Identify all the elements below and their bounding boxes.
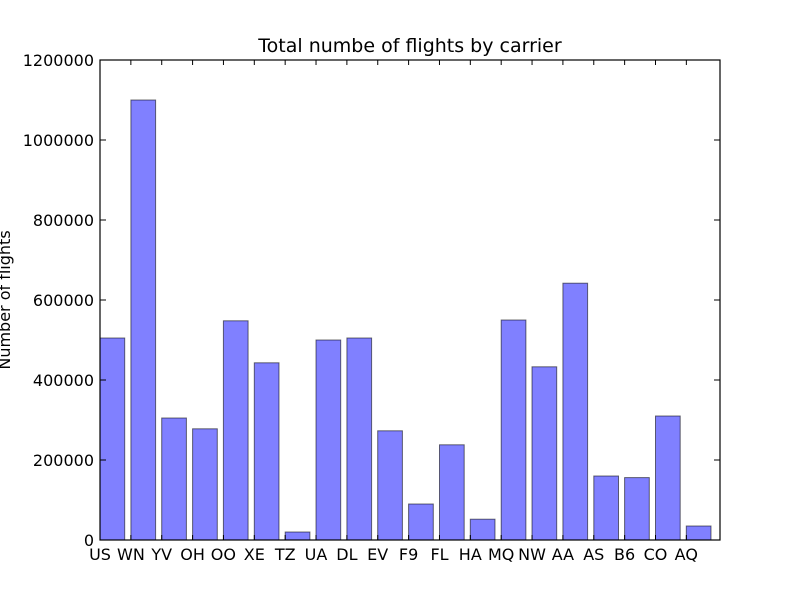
y-tick-label: 200000 <box>33 451 94 470</box>
bar-CO <box>655 415 681 541</box>
bar-OO <box>222 320 249 541</box>
plot-frame <box>99 59 721 541</box>
y-tick-label: 800000 <box>33 211 94 230</box>
x-tick-label: MQ <box>488 545 514 564</box>
bar-OH <box>192 428 218 541</box>
bar-FL <box>439 444 465 541</box>
x-tick-label: OO <box>211 545 236 564</box>
y-tick-label: 1200000 <box>23 51 94 70</box>
x-tick-label: AQ <box>675 545 698 564</box>
y-tick-label: 600000 <box>33 291 94 310</box>
bar-NW <box>531 366 558 541</box>
y-tick-label: 1000000 <box>23 131 94 150</box>
y-tick-label: 0 <box>84 531 94 550</box>
x-tick-label: HA <box>459 545 482 564</box>
y-tick-label: 400000 <box>33 371 94 390</box>
bar-UA <box>315 339 342 541</box>
x-tick-label: AA <box>552 545 574 564</box>
x-tick-label: EV <box>367 545 388 564</box>
x-tick-label: XE <box>244 545 265 564</box>
bar-XE <box>253 362 280 541</box>
bar-US <box>99 337 126 541</box>
y-axis-ticks: 0 200000 400000 600000 800000 1000000 1200000 <box>23 51 720 550</box>
x-tick-label: FL <box>430 545 448 564</box>
x-tick-label: US <box>89 545 111 564</box>
x-tick-label: DL <box>336 545 357 564</box>
x-tick-label: CO <box>644 545 668 564</box>
bar-MQ <box>500 319 527 541</box>
x-tick-label: OH <box>180 545 205 564</box>
x-tick-label: F9 <box>399 545 418 564</box>
bar-AA <box>562 282 589 541</box>
x-tick-label: YV <box>150 545 172 564</box>
x-axis-ticks: US WN YV OH OO XE TZ UA DL EV F9 FL HA MQ NW AA AS B6 CO AQ <box>89 60 698 564</box>
bar-EV <box>377 430 403 541</box>
x-tick-label: NW <box>518 545 546 564</box>
bar-AQ <box>685 525 712 541</box>
x-tick-label: TZ <box>274 545 296 564</box>
x-tick-label: WN <box>117 545 145 564</box>
chart-title: Total numbe of flights by carrier <box>257 35 562 57</box>
bar-DL <box>346 337 373 541</box>
bar-HA <box>469 518 496 541</box>
y-axis-label: Number of flights <box>0 230 14 369</box>
x-tick-label: AS <box>583 545 604 564</box>
bar-WN <box>130 99 157 541</box>
bars <box>99 99 712 541</box>
bar-AS <box>593 475 619 541</box>
bar-TZ <box>284 531 311 541</box>
x-tick-label: UA <box>305 545 328 564</box>
bar-YV <box>161 417 187 541</box>
bar-F9 <box>408 503 434 541</box>
x-tick-label: B6 <box>614 545 635 564</box>
bar-B6 <box>624 477 650 541</box>
